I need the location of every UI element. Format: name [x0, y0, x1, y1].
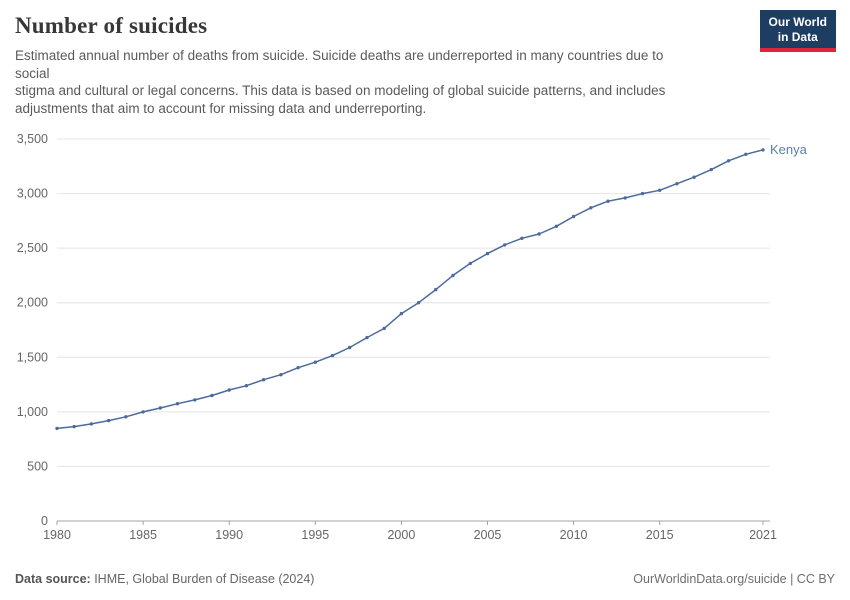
- y-tick-label: 1,500: [17, 350, 48, 364]
- data-source: Data source: IHME, Global Burden of Dise…: [15, 572, 314, 586]
- data-point: [503, 243, 507, 247]
- chart-subtitle: Estimated annual number of deaths from s…: [15, 48, 666, 116]
- data-point: [107, 419, 111, 423]
- owid-logo-line1: Our World: [768, 15, 827, 29]
- data-point: [72, 425, 76, 429]
- data-line-kenya: [56, 149, 764, 430]
- data-point: [141, 410, 145, 414]
- data-point: [606, 199, 610, 204]
- x-tick-label: 2010: [560, 528, 588, 542]
- data-point: [761, 148, 765, 152]
- page-title: Number of suicides: [15, 13, 208, 38]
- data-source-label: Data source:: [15, 572, 91, 586]
- y-tick-label: 2,500: [17, 241, 48, 255]
- data-point: [468, 261, 472, 266]
- y-tick-label: 3,000: [17, 187, 48, 201]
- x-tick-label: 1995: [301, 528, 329, 542]
- chart-header: Number of suicides Our World in Data Est…: [0, 0, 850, 117]
- data-point: [261, 378, 266, 382]
- data-point: [55, 426, 59, 431]
- owid-logo[interactable]: Our World in Data: [759, 10, 836, 52]
- data-point: [675, 182, 679, 186]
- data-point: [193, 398, 197, 402]
- data-point: [623, 196, 627, 200]
- data-point: [348, 345, 352, 350]
- footer-license-link[interactable]: OurWorldinData.org/suicide | CC BY: [633, 572, 835, 586]
- data-point: [709, 168, 713, 172]
- chart-area: 0 500 1,000 1,500 2,000 2,500 3,000 3,500 1980 19…: [0, 119, 850, 551]
- data-point: [537, 232, 541, 236]
- y-tick-label: 2,000: [17, 296, 48, 310]
- x-tick-label: 1980: [43, 528, 71, 542]
- data-point: [434, 288, 438, 292]
- data-point: [279, 373, 283, 377]
- data-point: [726, 159, 731, 163]
- data-source-text: IHME, Global Burden of Disease (2024): [90, 572, 315, 586]
- data-point: [210, 393, 214, 398]
- data-point: [330, 354, 335, 358]
- data-point: [589, 206, 593, 210]
- entity-label-kenya[interactable]: Kenya: [770, 142, 808, 157]
- footer: Data source: IHME, Global Burden of Dise…: [15, 572, 835, 586]
- data-point: [89, 422, 94, 426]
- data-point: [571, 214, 576, 219]
- x-tick-label: 1985: [129, 528, 157, 542]
- x-tick-label: 2000: [387, 528, 415, 542]
- owid-logo-line2: in Data: [777, 30, 818, 44]
- data-point: [244, 384, 249, 388]
- data-point: [313, 360, 317, 365]
- data-point: [658, 188, 662, 193]
- data-point: [399, 312, 404, 316]
- x-tick-label: 1990: [215, 528, 243, 542]
- data-point: [158, 406, 162, 410]
- line-chart-svg[interactable]: 0 500 1,000 1,500 2,000 2,500 3,000 3,500 1980 19…: [0, 119, 850, 551]
- data-point: [382, 326, 386, 331]
- data-point: [692, 175, 696, 180]
- data-point: [124, 415, 128, 419]
- y-tick-label: 0: [41, 514, 48, 528]
- data-point: [296, 366, 300, 370]
- x-tick-label: 2021: [749, 528, 777, 542]
- y-tick-label: 1,000: [17, 405, 48, 419]
- data-point: [640, 192, 645, 196]
- x-tick-label: 2015: [646, 528, 674, 542]
- x-tick-label: 2005: [474, 528, 502, 542]
- data-point: [554, 224, 559, 229]
- data-point: [416, 301, 421, 305]
- data-point: [744, 152, 748, 157]
- data-point: [451, 273, 455, 278]
- data-point: [520, 236, 524, 241]
- data-point: [365, 336, 369, 340]
- data-point: [175, 402, 180, 406]
- data-point: [485, 252, 490, 256]
- y-tick-label: 3,500: [17, 132, 48, 146]
- data-point: [227, 388, 231, 392]
- y-tick-label: 500: [27, 460, 48, 474]
